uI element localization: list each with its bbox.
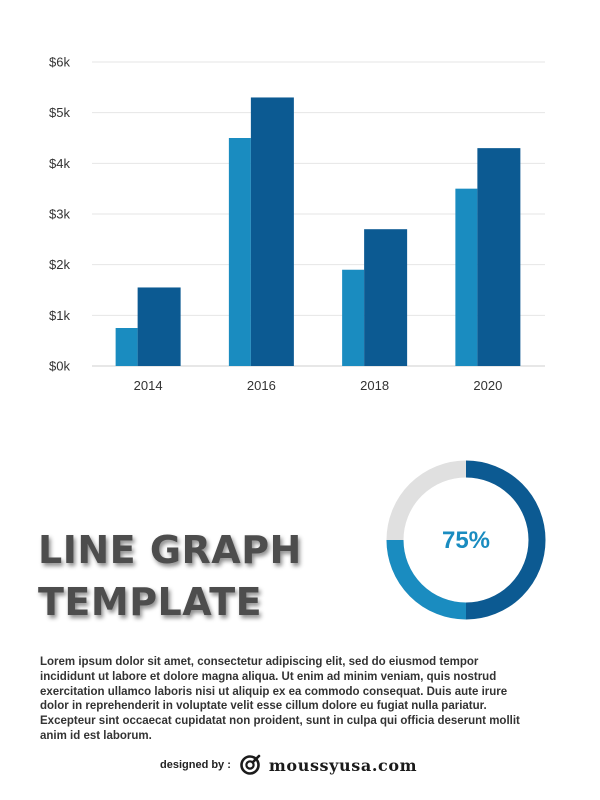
x-tick-label: 2020 <box>473 378 502 393</box>
page-title: LINE GRAPH TEMPLATE <box>38 524 302 628</box>
y-tick-label: $5k <box>49 105 70 120</box>
y-tick-label: $3k <box>49 207 70 222</box>
donut-percent-label: 75% <box>442 527 490 554</box>
bar-series-1-2018 <box>342 269 365 366</box>
y-tick-label: $0k <box>49 359 70 374</box>
y-tick-label: $1k <box>49 308 70 323</box>
x-tick-label: 2014 <box>134 378 163 393</box>
designed-by-label: designed by : <box>160 759 231 771</box>
y-tick-label: $4k <box>49 156 70 171</box>
x-tick-label: 2018 <box>360 378 389 393</box>
title-line-1: LINE GRAPH <box>38 528 302 572</box>
donut-accent-arc <box>386 539 467 620</box>
donut-filled-arc <box>465 460 546 620</box>
bar-series-1-2014 <box>115 328 138 366</box>
title-line-2: TEMPLATE <box>38 580 263 624</box>
footer-credit: designed by : moussyusa.com <box>160 752 417 778</box>
bar-series-2-2018 <box>364 229 408 366</box>
y-tick-label: $2k <box>49 257 70 272</box>
y-tick-label: $6k <box>49 55 70 70</box>
bar-chart: $0k $1k $2k $3k $4k $5k $6k 2014 2016 2018 2020 <box>49 55 545 393</box>
body-paragraph: Lorem ipsum dolor sit amet, consectetur … <box>40 656 520 742</box>
moussyusa-logo-icon <box>240 754 261 775</box>
bar-series-1-2016 <box>228 138 251 366</box>
bar-series-2-2020 <box>477 148 521 366</box>
bar-series-1-2020 <box>455 188 478 366</box>
site-name: moussyusa.com <box>268 755 418 775</box>
bar-series-2-2016 <box>250 97 294 366</box>
progress-donut: 75% <box>386 460 546 620</box>
bar-series-2-2014 <box>137 287 181 366</box>
x-tick-label: 2016 <box>247 378 276 393</box>
